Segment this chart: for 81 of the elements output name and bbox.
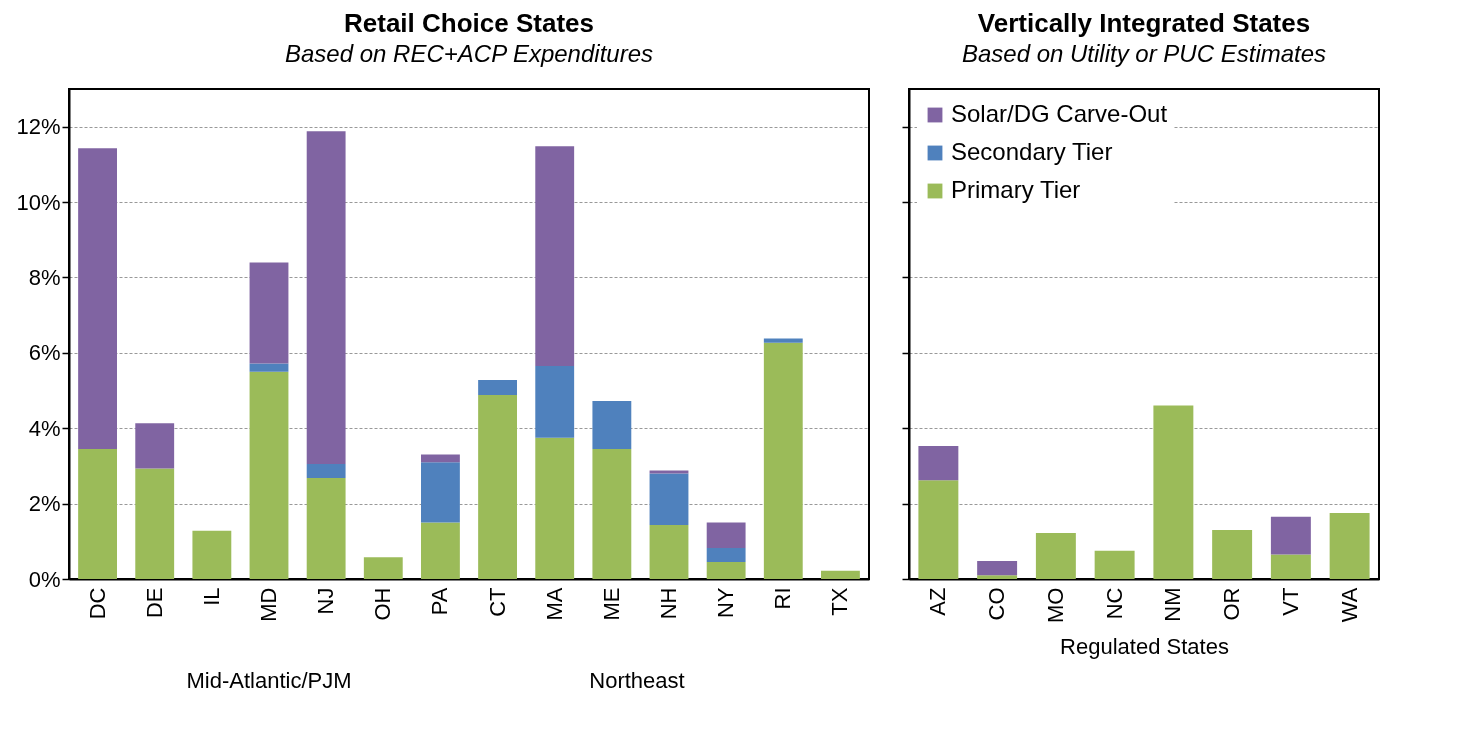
- bar: [478, 395, 517, 579]
- x-tick-label: OH: [370, 587, 396, 621]
- bar: [249, 262, 289, 364]
- bar: [918, 480, 959, 579]
- y-tick-label: 0%: [28, 566, 61, 592]
- bar: [821, 570, 860, 579]
- x-tick-label: NH: [656, 587, 681, 620]
- bar: [1094, 550, 1135, 579]
- bar: [592, 448, 632, 579]
- x-tick-label: DC: [84, 587, 110, 620]
- bar: [421, 462, 460, 523]
- x-tick-label: MA: [541, 587, 567, 621]
- bar: [763, 338, 803, 343]
- bar: [649, 470, 689, 474]
- bar: [363, 557, 403, 579]
- bar: [306, 464, 346, 478]
- bar: [78, 448, 117, 579]
- bar: [977, 560, 1018, 576]
- bar: [192, 530, 232, 579]
- bar: [478, 379, 517, 396]
- bar: [918, 445, 959, 481]
- bar: [1270, 554, 1311, 579]
- x-tick-label: PA: [427, 587, 453, 616]
- bar: [592, 401, 632, 449]
- x-tick-label: DE: [141, 587, 167, 619]
- bar: [249, 371, 289, 579]
- bar: [649, 525, 689, 579]
- bar: [706, 562, 746, 579]
- bar: [706, 522, 746, 549]
- x-tick-label: TX: [827, 587, 853, 616]
- bar: [1035, 533, 1076, 579]
- x-tick-label: WA: [1336, 587, 1362, 623]
- x-tick-label: IL: [198, 587, 224, 606]
- bar: [535, 146, 575, 367]
- x-tick-label: MD: [256, 587, 281, 622]
- y-tick-label: 12%: [16, 114, 61, 140]
- x-tick-label: CT: [484, 587, 510, 617]
- bar: [763, 342, 803, 579]
- bar: [535, 366, 575, 438]
- y-tick-label: 10%: [16, 189, 61, 215]
- bar: [649, 473, 689, 526]
- x-tick-label: CO: [984, 587, 1010, 621]
- bar: [135, 468, 175, 579]
- bar: [135, 423, 175, 469]
- legend-label: Secondary Tier: [951, 138, 1113, 165]
- y-tick-label: 6%: [28, 340, 61, 366]
- x-tick-label: RI: [770, 587, 796, 610]
- x-tick-label: NC: [1101, 587, 1127, 620]
- bar: [1212, 530, 1253, 579]
- x-tick-label: OR: [1219, 587, 1245, 621]
- legend-label: Primary Tier: [951, 176, 1081, 203]
- x-axis-title: Regulated States: [1060, 633, 1229, 659]
- bar: [78, 148, 117, 449]
- bar: [421, 522, 460, 579]
- x-tick-label: NM: [1160, 587, 1186, 622]
- x-tick-label: VT: [1277, 587, 1303, 616]
- y-tick-label: 8%: [28, 264, 61, 290]
- bar: [1270, 516, 1311, 555]
- x-tick-label: NJ: [313, 587, 339, 615]
- text: Northeast: [589, 668, 685, 693]
- bar: [306, 477, 346, 579]
- x-tick-label: ME: [598, 587, 624, 621]
- chart-title: Retail Choice States: [344, 8, 594, 38]
- x-tick-label: NY: [713, 587, 739, 619]
- bar: [706, 548, 746, 563]
- chart-title: Vertically Integrated States: [977, 8, 1311, 38]
- chart-subtitle: Based on Utility or PUC Estimates: [961, 40, 1327, 67]
- bar: [535, 437, 575, 579]
- bar: [306, 131, 346, 465]
- x-tick-label: MO: [1042, 587, 1068, 623]
- x-tick-label: AZ: [925, 587, 951, 616]
- bar: [1153, 405, 1194, 579]
- bar: [977, 575, 1018, 579]
- legend-label: Solar/DG Carve-Out: [951, 100, 1168, 127]
- y-tick-label: 2%: [28, 491, 61, 517]
- chart-subtitle: Based on REC+ACP Expenditures: [285, 40, 653, 67]
- y-tick-label: 4%: [28, 415, 61, 441]
- bar: [421, 454, 460, 463]
- bar: [1329, 513, 1370, 579]
- bar: [249, 363, 289, 372]
- text: Mid-Atlantic/PJM: [186, 668, 352, 693]
